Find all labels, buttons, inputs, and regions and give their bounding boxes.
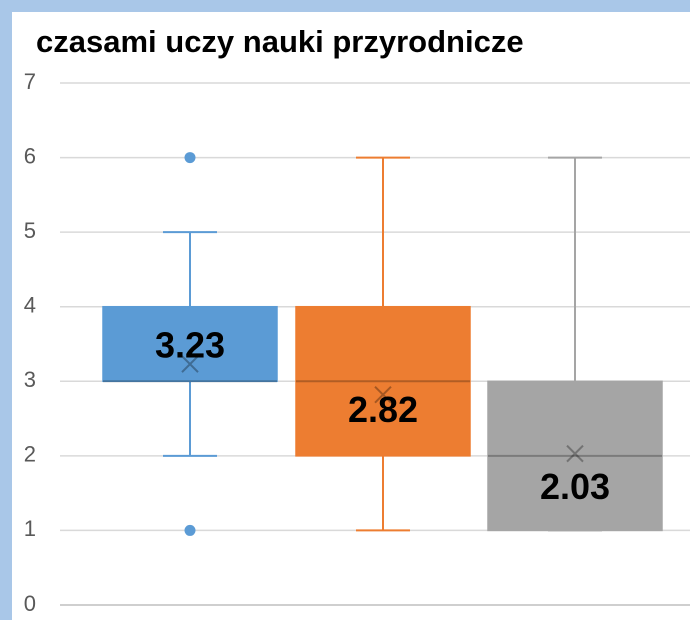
mean-marker bbox=[374, 386, 392, 404]
y-tick-label: 3 bbox=[24, 367, 36, 392]
y-tick-label: 1 bbox=[24, 516, 36, 541]
chart-title: czasami uczy nauki przyrodnicze bbox=[36, 24, 524, 59]
y-tick-label: 4 bbox=[24, 293, 36, 318]
mean-marker bbox=[566, 444, 584, 463]
outlier bbox=[184, 524, 196, 536]
box bbox=[487, 380, 663, 532]
y-tick-label: 2 bbox=[24, 442, 36, 467]
y-tick-label: 5 bbox=[24, 218, 36, 243]
data-label: 3.23 bbox=[155, 325, 225, 366]
mean-marker bbox=[181, 355, 199, 373]
data-label: 2.03 bbox=[540, 466, 610, 507]
data-label: 2.82 bbox=[348, 389, 418, 430]
outlier bbox=[184, 152, 196, 164]
y-tick-label: 6 bbox=[24, 143, 36, 168]
box bbox=[102, 305, 278, 383]
y-tick-label: 0 bbox=[24, 591, 36, 616]
box bbox=[295, 305, 471, 457]
y-tick-label: 7 bbox=[24, 69, 36, 94]
